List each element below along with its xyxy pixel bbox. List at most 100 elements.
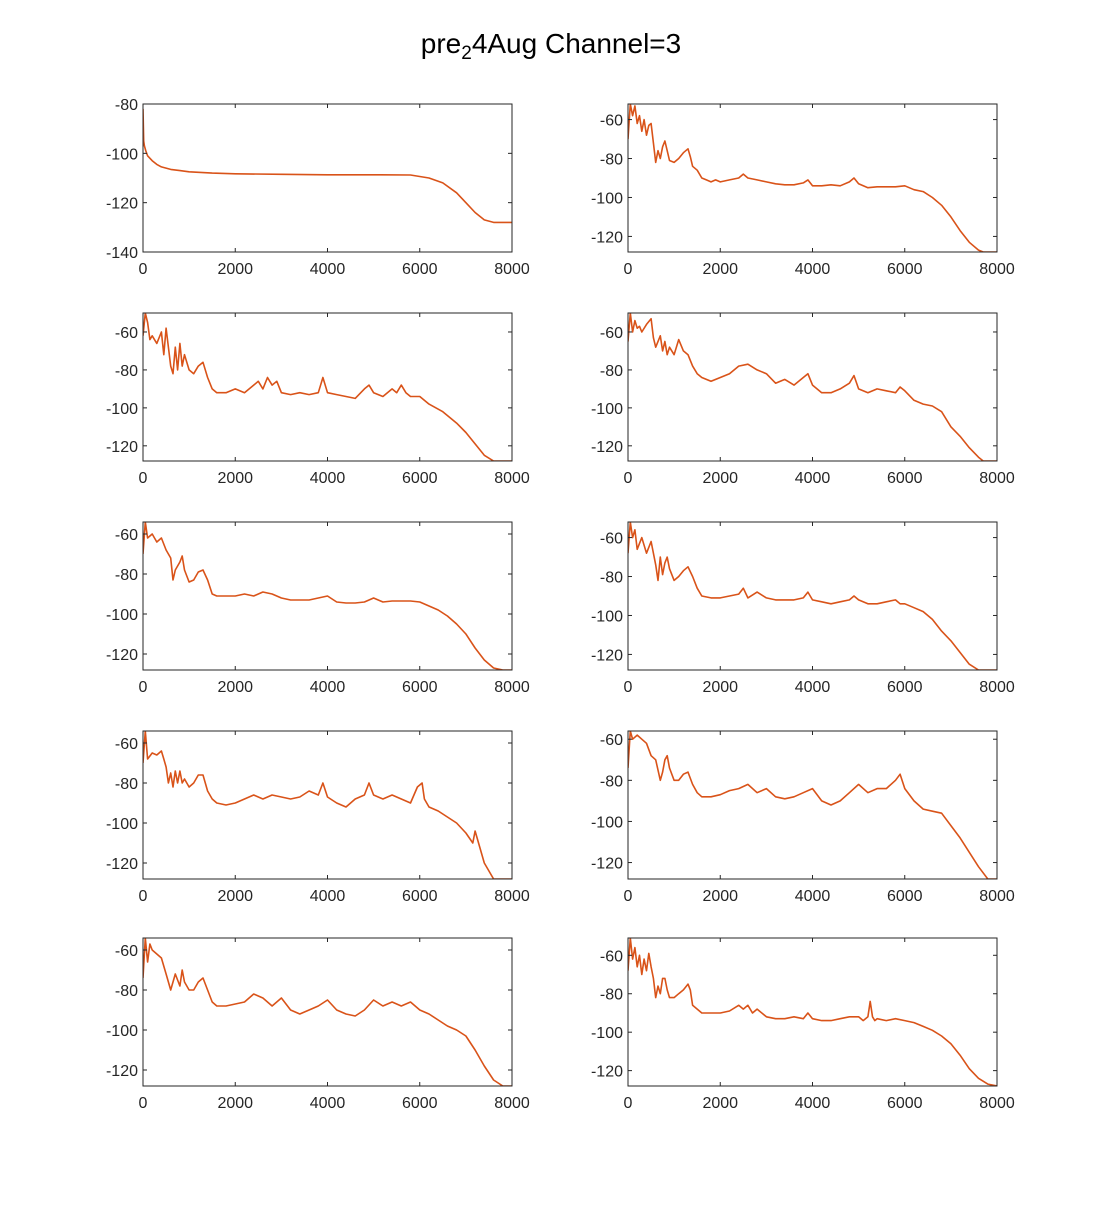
- y-tick-label: -60: [115, 943, 138, 960]
- axes-box: [627, 521, 998, 671]
- y-tick-label: -100: [106, 1023, 138, 1040]
- x-tick-label: 4000: [310, 470, 346, 487]
- axes-box: [627, 312, 998, 462]
- x-tick-label: 6000: [402, 470, 438, 487]
- figure-title: pre24Aug Channel=3: [0, 28, 1102, 65]
- x-tick-label: 8000: [979, 679, 1015, 696]
- series-line: [143, 313, 512, 461]
- x-tick-label: 2000: [217, 1095, 253, 1112]
- y-tick-label: -80: [115, 363, 138, 380]
- axes-box: [627, 730, 998, 880]
- x-tick-label: 0: [139, 679, 148, 696]
- x-tick-label: 6000: [402, 679, 438, 696]
- y-tick-label: -60: [600, 732, 623, 749]
- series-line: [628, 313, 997, 461]
- y-tick-label: -60: [600, 531, 623, 548]
- x-tick-label: 0: [139, 888, 148, 905]
- x-tick-label: 6000: [887, 888, 923, 905]
- x-tick-label: 6000: [887, 261, 923, 278]
- series-line: [143, 731, 512, 879]
- y-tick-label: -80: [600, 987, 623, 1004]
- y-tick-label: -100: [106, 607, 138, 624]
- y-tick-label: -100: [591, 608, 623, 625]
- y-tick-label: -120: [591, 229, 623, 246]
- y-tick-label: -60: [600, 113, 623, 130]
- x-tick-label: 8000: [494, 1095, 530, 1112]
- x-tick-label: 4000: [795, 470, 831, 487]
- x-tick-label: 6000: [887, 470, 923, 487]
- x-tick-label: 8000: [979, 261, 1015, 278]
- x-tick-label: 0: [624, 679, 633, 696]
- x-tick-label: 2000: [217, 888, 253, 905]
- axes-box: [627, 937, 998, 1087]
- y-tick-label: -80: [115, 983, 138, 1000]
- x-tick-label: 8000: [979, 470, 1015, 487]
- subplot-r5-c1: 0 2000 4000 6000 8000 -120 -100 -80 -60: [106, 937, 530, 1112]
- x-tick-label: 2000: [217, 261, 253, 278]
- y-tick-label: -80: [600, 570, 623, 587]
- y-tick-label: -80: [600, 152, 623, 169]
- series-line: [628, 104, 997, 252]
- axes-box: [142, 730, 513, 880]
- x-tick-label: 8000: [979, 888, 1015, 905]
- x-tick-label: 4000: [310, 888, 346, 905]
- x-tick-label: 6000: [402, 1095, 438, 1112]
- y-tick-label: -100: [106, 401, 138, 418]
- y-tick-label: -120: [591, 439, 623, 456]
- y-tick-label: -100: [591, 190, 623, 207]
- y-tick-label: -100: [106, 146, 138, 163]
- axes-box: [627, 103, 998, 253]
- x-tick-label: 4000: [795, 888, 831, 905]
- series-line: [143, 522, 512, 670]
- y-tick-label: -100: [591, 401, 623, 418]
- x-tick-label: 4000: [795, 679, 831, 696]
- x-tick-label: 2000: [702, 679, 738, 696]
- subplot-r2-c2: 0 2000 4000 6000 8000 -120 -100 -80 -60: [591, 312, 1015, 487]
- x-tick-label: 4000: [310, 679, 346, 696]
- y-tick-label: -120: [591, 1064, 623, 1081]
- title-subscript: 2: [461, 43, 472, 64]
- x-tick-label: 0: [624, 888, 633, 905]
- y-tick-label: -120: [106, 1063, 138, 1080]
- y-tick-label: -80: [115, 97, 138, 114]
- y-tick-label: -80: [115, 567, 138, 584]
- y-tick-label: -120: [591, 647, 623, 664]
- y-tick-label: -60: [600, 325, 623, 342]
- series-line: [143, 108, 512, 224]
- axes-box: [142, 103, 513, 253]
- subplot-r3-c1: 0 2000 4000 6000 8000 -120 -100 -80 -60: [106, 521, 530, 696]
- x-tick-label: 0: [139, 261, 148, 278]
- x-tick-label: 0: [624, 261, 633, 278]
- x-tick-label: 2000: [217, 679, 253, 696]
- x-tick-label: 0: [624, 1095, 633, 1112]
- y-tick-label: -140: [106, 245, 138, 262]
- x-tick-label: 4000: [795, 1095, 831, 1112]
- x-tick-label: 8000: [979, 1095, 1015, 1112]
- subplot-r3-c2: 0 2000 4000 6000 8000 -120 -100 -80 -60: [591, 521, 1015, 696]
- x-tick-label: 2000: [702, 888, 738, 905]
- series-line: [628, 731, 997, 879]
- y-tick-label: -80: [600, 363, 623, 380]
- y-tick-label: -60: [115, 325, 138, 342]
- subplot-r4-c1: 0 2000 4000 6000 8000 -120 -100 -80 -60: [106, 730, 530, 905]
- y-tick-label: -100: [591, 1025, 623, 1042]
- x-tick-label: 0: [139, 470, 148, 487]
- y-tick-label: -100: [591, 814, 623, 831]
- subplot-r4-c2: 0 2000 4000 6000 8000 -120 -100 -80 -60: [591, 730, 1015, 905]
- series-line: [143, 938, 512, 1086]
- y-tick-label: -120: [591, 856, 623, 873]
- x-tick-label: 2000: [702, 470, 738, 487]
- y-tick-label: -60: [115, 527, 138, 544]
- x-tick-label: 4000: [310, 261, 346, 278]
- y-tick-label: -120: [106, 856, 138, 873]
- x-tick-label: 8000: [494, 888, 530, 905]
- y-tick-label: -60: [600, 948, 623, 965]
- subplot-r1-c1: 0 2000 4000 6000 8000 -140 -120 -100 -80: [106, 97, 530, 278]
- y-tick-label: -60: [115, 736, 138, 753]
- subplot-r1-c2: 0 2000 4000 6000 8000 -120 -100 -80 -60: [591, 103, 1015, 278]
- y-tick-label: -120: [106, 647, 138, 664]
- y-tick-label: -80: [115, 776, 138, 793]
- x-tick-label: 8000: [494, 470, 530, 487]
- y-tick-label: -120: [106, 196, 138, 213]
